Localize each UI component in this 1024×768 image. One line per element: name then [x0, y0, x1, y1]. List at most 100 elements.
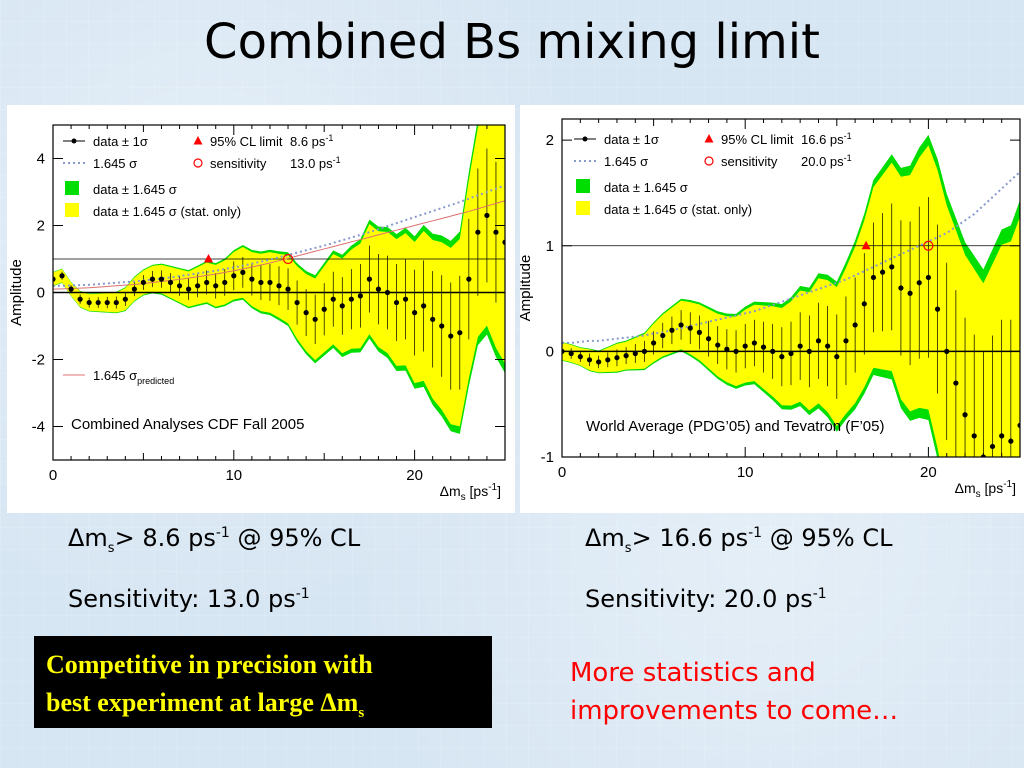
chart-panel-world-average: 0 10 20 -1 0 1 2 Amplitude Δms [ps-1] World Avera…	[520, 105, 1024, 513]
callout-line-2: best experiment at large Δms	[46, 684, 480, 732]
data-point	[68, 286, 74, 292]
y-tick-label: 2	[37, 218, 45, 235]
data-point	[439, 323, 445, 329]
y-tick-label: 2	[546, 132, 554, 149]
left-limit-cl: @ 95% CL	[229, 524, 361, 552]
legend-outer-band-swatch	[65, 181, 79, 195]
callout-line-2-text: best experiment at large Δm	[46, 688, 359, 717]
data-point	[285, 286, 291, 292]
data-point	[687, 325, 693, 331]
x-axis-label-part: s	[976, 489, 981, 500]
legend-data-marker	[71, 138, 77, 144]
x-axis-label-part: Δm	[955, 480, 976, 496]
y-tick-label: 0	[546, 343, 554, 360]
callout-line-1: Competitive in precision with	[46, 650, 373, 679]
data-point	[140, 279, 146, 286]
x-tick-label: 0	[49, 467, 57, 484]
x-tick-label: 20	[920, 464, 937, 481]
data-point	[825, 343, 831, 349]
data-point	[484, 212, 490, 219]
data-point	[1008, 438, 1014, 444]
data-point	[733, 348, 739, 354]
data-point	[267, 279, 273, 286]
legend-outer-band-swatch	[576, 179, 590, 193]
legend-data-label: data ± 1σ	[604, 132, 659, 147]
data-point	[742, 343, 748, 349]
right-limit-cl: @ 95% CL	[762, 524, 893, 552]
x-tick-label: 10	[225, 467, 242, 484]
data-point	[393, 299, 400, 306]
data-point	[493, 229, 499, 235]
data-point	[59, 273, 65, 279]
data-point	[907, 290, 913, 296]
legend-limit-label: 95% CL limit	[721, 132, 794, 147]
data-point	[339, 303, 345, 309]
data-point	[375, 286, 382, 292]
data-point	[222, 279, 228, 286]
data-point	[925, 274, 931, 281]
data-point	[916, 280, 922, 286]
legend-inner-band-label: data ± 1.645 σ (stat. only)	[604, 202, 752, 217]
legend-limit-value: 8.6 ps-1	[290, 133, 333, 149]
chart-subtitle: World Average (PDG’05) and Tevatron (F’0…	[586, 418, 884, 435]
data-point	[276, 283, 282, 289]
sensitivity-curve	[53, 184, 505, 287]
data-point	[158, 276, 165, 282]
future-note-line-1: More statistics and	[570, 658, 816, 688]
data-point	[696, 329, 702, 335]
sensitivity-marker	[923, 240, 934, 251]
data-point	[1017, 422, 1020, 428]
data-point	[999, 433, 1005, 439]
legend-limit-label: 95% CL limit	[210, 134, 283, 149]
legend-predicted-sub: predicted	[137, 376, 174, 386]
data-point	[104, 299, 110, 306]
data-point	[586, 357, 593, 363]
left-limit-unit-sup: -1	[215, 525, 230, 541]
x-axis-label-part: [ps	[981, 480, 1004, 496]
y-axis-label: Amplitude	[8, 259, 25, 326]
data-point	[944, 348, 950, 354]
x-axis-label-part: ]	[1012, 480, 1016, 496]
data-point	[448, 333, 454, 339]
legend-limit-value-sup: -1	[844, 131, 852, 141]
chart-legend: data ± 1σ 95% CL limit 16.6 ps-1 1.645 σ sen…	[574, 131, 852, 217]
y-tick-label: 0	[37, 285, 45, 302]
data-point	[678, 322, 684, 328]
data-point	[466, 276, 472, 282]
data-point	[95, 299, 101, 306]
data-point	[321, 306, 327, 312]
data-point	[231, 273, 237, 279]
legend-sensitivity-marker	[193, 158, 203, 168]
data-point	[779, 354, 785, 360]
data-point	[660, 332, 666, 339]
y-axis-label: Amplitude	[520, 255, 534, 322]
data-point	[366, 276, 372, 282]
limit-marker	[861, 240, 871, 250]
legend-sensitivity-label: sensitivity	[210, 156, 267, 171]
y-tick-label: 1	[546, 238, 554, 255]
plot-frame	[561, 118, 1021, 458]
data-point	[86, 299, 92, 306]
legend-inner-band-label: data ± 1.645 σ (stat. only)	[93, 204, 241, 219]
plot-area	[562, 134, 1020, 457]
data-point	[724, 346, 730, 352]
future-note-line-2: improvements to come…	[570, 696, 899, 726]
data-point	[870, 274, 877, 281]
right-sensitivity-result: Sensitivity: 20.0 ps-1	[585, 585, 827, 613]
left-sensitivity-result: Sensitivity: 13.0 ps-1	[68, 585, 310, 613]
callout-box: Competitive in precision with best exper…	[34, 636, 492, 728]
data-point	[797, 343, 803, 349]
data-point	[195, 283, 201, 289]
x-axis-label-part: [ps	[466, 483, 489, 499]
legend-predicted-label: 1.645 σpredicted	[93, 368, 174, 386]
legend-data-marker	[582, 136, 588, 142]
data-point	[412, 310, 418, 316]
left-sensitivity-unit-sup: -1	[295, 586, 310, 602]
data-point	[122, 296, 128, 302]
data-point	[502, 239, 505, 245]
left-limit-result: Δms> 8.6 ps-1 @ 95% CL	[68, 524, 360, 556]
left-sensitivity-value: Sensitivity: 13.0 ps	[68, 585, 296, 613]
x-axis-label-part: -1	[1003, 479, 1012, 490]
left-limit-value: > 8.6 ps	[114, 524, 216, 552]
data-point	[457, 330, 463, 336]
